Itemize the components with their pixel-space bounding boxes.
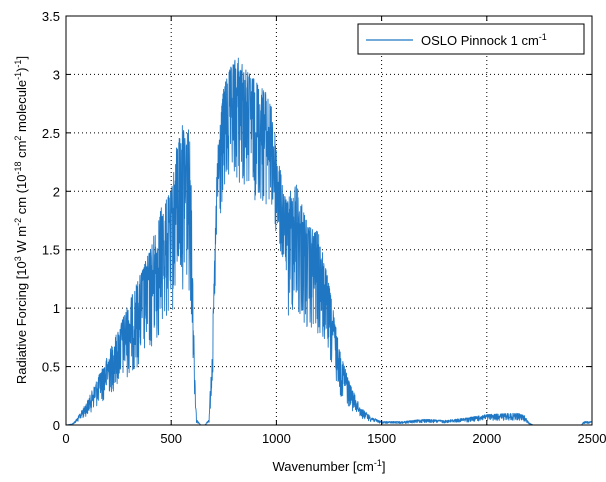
y-tick-label: 0 — [53, 418, 60, 433]
y-axis-label-sup: -1 — [13, 72, 23, 80]
plot-frame — [65, 15, 593, 426]
y-axis-label-part: cm — [14, 141, 29, 162]
x-tick-label: 2000 — [472, 431, 501, 446]
legend: OSLO Pinnock 1 cm-1 — [357, 23, 585, 55]
y-axis-label-part: molecule — [14, 80, 29, 136]
x-tick-label: 1500 — [367, 431, 396, 446]
y-axis-label-sup: 2 — [13, 136, 23, 141]
y-tick-label: 3 — [53, 67, 60, 82]
y-axis-label-part: ) — [14, 68, 29, 72]
y-axis-label: Radiative Forcing [103 W m-2 cm (10-18 c… — [13, 56, 29, 384]
y-tick-label: 0.5 — [42, 360, 60, 375]
axis-ticks — [65, 15, 593, 426]
series-layer — [65, 57, 593, 426]
y-axis-label-part: cm (10 — [14, 175, 29, 218]
legend-box — [357, 23, 585, 55]
x-tick-label: 500 — [160, 431, 182, 446]
y-tick-labels: 0 0.5 1 1.5 2 2.5 3 3.5 — [42, 9, 60, 433]
spectrum-series-line — [65, 57, 593, 426]
x-tick-label: 2500 — [578, 431, 606, 446]
x-tick-label: 0 — [62, 431, 69, 446]
y-axis-label-sup: -18 — [13, 162, 23, 175]
grid-lines — [66, 16, 592, 425]
y-axis-label-part: ] — [14, 56, 29, 60]
y-axis-label-sup: -1 — [13, 60, 23, 68]
x-axis-label-prefix: Wavenumber [cm — [272, 459, 373, 474]
legend-entry-label: OSLO Pinnock 1 cm-1 — [421, 32, 547, 48]
y-tick-label: 1.5 — [42, 243, 60, 258]
x-axis-label: Wavenumber [cm-1] — [272, 458, 385, 474]
y-tick-label: 2.5 — [42, 126, 60, 141]
y-tick-label: 1 — [53, 301, 60, 316]
x-tick-label: 1000 — [262, 431, 291, 446]
legend-entry-text: OSLO Pinnock 1 cm — [421, 33, 539, 48]
x-tick-labels: 0 500 1000 1500 2000 2500 — [62, 431, 606, 446]
legend-entry-sup: -1 — [539, 32, 547, 42]
x-axis-label-suffix: ] — [382, 459, 386, 474]
y-axis-label-sup: -2 — [13, 218, 23, 226]
y-axis-label-part: W m — [14, 226, 29, 256]
y-tick-label: 3.5 — [42, 9, 60, 24]
y-tick-label: 2 — [53, 184, 60, 199]
plot-area — [66, 16, 592, 425]
x-axis-label-sup: -1 — [374, 458, 382, 468]
y-axis-label-part: Radiative Forcing [10 — [14, 261, 29, 384]
y-axis-label-sup: 3 — [13, 256, 23, 261]
